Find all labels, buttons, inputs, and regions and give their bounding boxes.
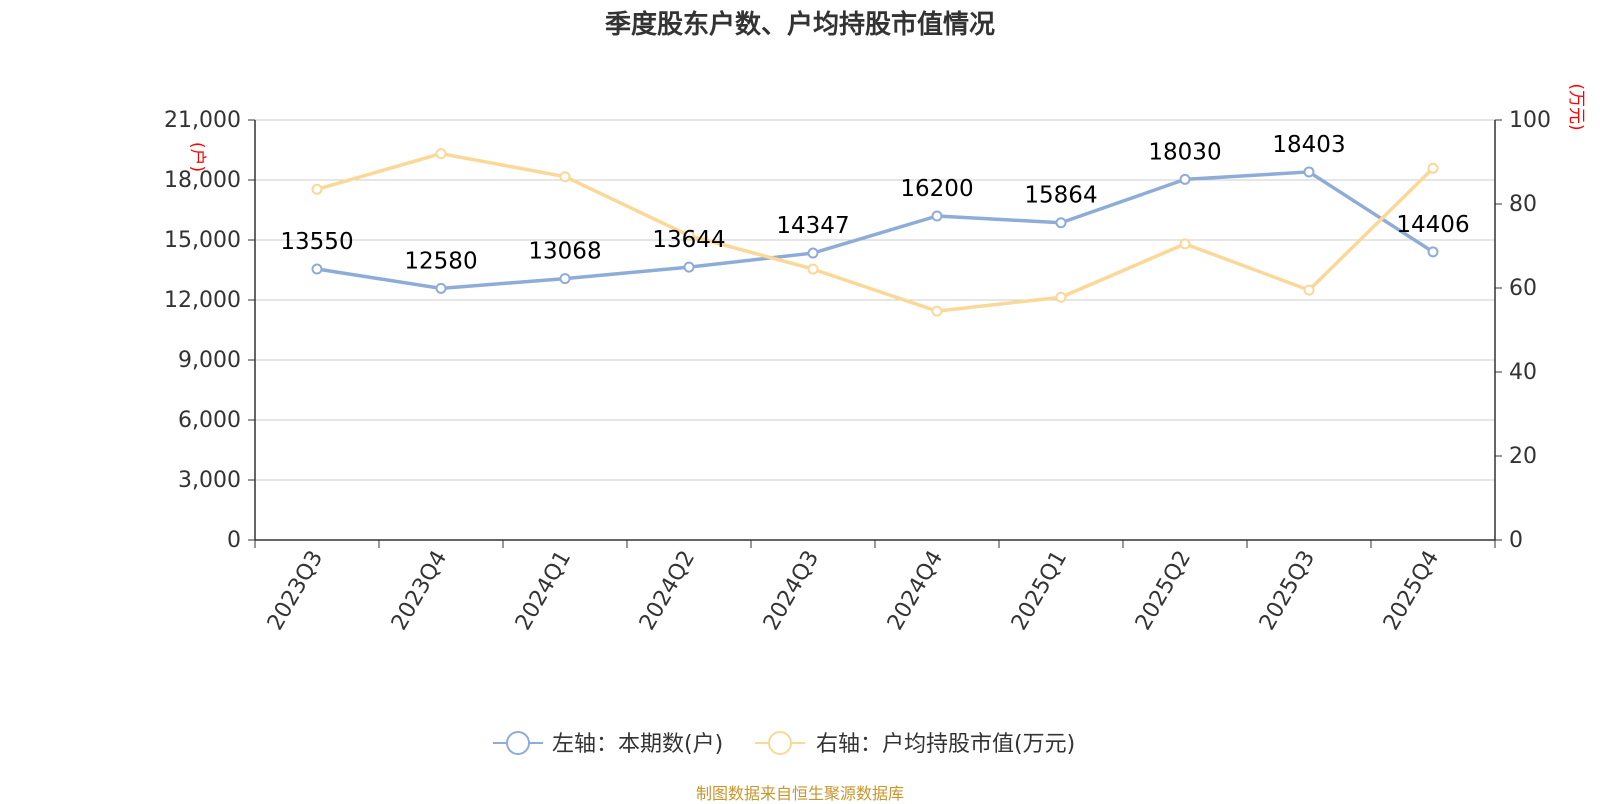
data-label: 14406	[1396, 212, 1469, 238]
data-label: 13550	[280, 229, 353, 255]
right-axis-tick-label: 40	[1509, 360, 1537, 385]
x-axis-category-label: 2023Q3	[263, 547, 328, 635]
right-series-point	[931, 305, 943, 317]
x-axis-category-label: 2025Q2	[1131, 547, 1196, 635]
data-label: 12580	[404, 248, 477, 274]
legend-label: 右轴：户均持股市值(万元)	[816, 732, 1075, 757]
left-series-line	[316, 170, 1434, 291]
line-chart: 0 3,000 6,000 9,000 12,000 15,000 18,000 21,000…	[164, 83, 1586, 757]
left-axis-tick-label: 12,000	[164, 288, 241, 313]
left-axis-tick-label: 15,000	[164, 228, 241, 253]
x-axis-category-label: 2025Q4	[1379, 547, 1444, 635]
right-series-point	[435, 148, 447, 160]
x-axis-category-label: 2024Q2	[635, 547, 700, 635]
right-series-point	[311, 183, 323, 195]
legend-swatch-marker	[506, 731, 530, 755]
x-axis-category-label: 2024Q3	[759, 547, 824, 635]
chart-title: 季度股东户数、户均持股市值情况	[604, 10, 995, 40]
series-lines	[311, 148, 1439, 317]
left-axis-tick-label: 9,000	[178, 348, 241, 373]
data-source-note: 制图数据来自恒生聚源数据库	[695, 784, 904, 803]
right-axis-tick-label: 100	[1509, 108, 1551, 133]
right-axis-tick-label: 20	[1509, 444, 1537, 469]
left-axis-tick-label: 18,000	[164, 168, 241, 193]
data-label: 18030	[1148, 139, 1221, 165]
data-label: 13068	[528, 239, 601, 265]
left-series-point	[807, 247, 819, 259]
right-series-point	[1303, 284, 1315, 296]
left-axis-tick-label: 6,000	[178, 408, 241, 433]
axes: 0 3,000 6,000 9,000 12,000 15,000 18,000 21,000…	[164, 83, 1586, 634]
right-axis-unit: (万元)	[1566, 83, 1586, 130]
left-series-point	[1179, 173, 1191, 185]
right-series-point	[559, 171, 571, 183]
left-series-point	[311, 263, 323, 275]
grid-lines	[255, 119, 1495, 481]
right-series-point	[1055, 291, 1067, 303]
data-label: 13644	[652, 227, 725, 253]
data-label: 18403	[1272, 132, 1345, 158]
data-label: 16200	[900, 176, 973, 202]
x-axis-category-label: 2025Q1	[1007, 547, 1072, 635]
right-series-point	[807, 263, 819, 275]
left-series-point	[1303, 166, 1315, 178]
right-axis-tick-label: 80	[1509, 192, 1537, 217]
left-series-point	[559, 273, 571, 285]
x-axis-category-label: 2023Q4	[387, 547, 452, 635]
right-series-line	[316, 151, 1435, 313]
data-labels: 13550 12580 13068 13644 14347 16200 15864 18030…	[280, 132, 1469, 274]
x-axis-category-label: 2025Q3	[1255, 547, 1320, 635]
right-axis-tick-label: 60	[1509, 276, 1537, 301]
right-series-point	[683, 230, 695, 241]
left-axis-tick-label: 3,000	[178, 468, 241, 493]
data-label: 15864	[1024, 183, 1097, 209]
x-axis-category-label: 2024Q4	[883, 547, 948, 635]
left-axis-tick-label: 0	[227, 528, 241, 553]
data-label: 14347	[776, 213, 849, 239]
left-series-point	[683, 261, 695, 273]
legend: 左轴：本期数(户) 右轴：户均持股市值(万元)	[493, 731, 1075, 757]
left-axis-unit: (户)	[187, 142, 207, 172]
left-axis-tick-label: 21,000	[164, 108, 241, 133]
left-series-point	[931, 210, 943, 222]
right-series-point	[1427, 162, 1439, 174]
legend-label: 左轴：本期数(户)	[552, 732, 723, 757]
legend-swatch-marker	[768, 731, 792, 755]
right-axis-tick-label: 0	[1509, 528, 1523, 553]
left-series-point	[1427, 246, 1439, 258]
left-series-point	[435, 282, 447, 294]
right-series-point	[1179, 238, 1191, 250]
left-series-point	[1055, 217, 1067, 229]
x-axis-category-label: 2024Q1	[511, 547, 576, 635]
